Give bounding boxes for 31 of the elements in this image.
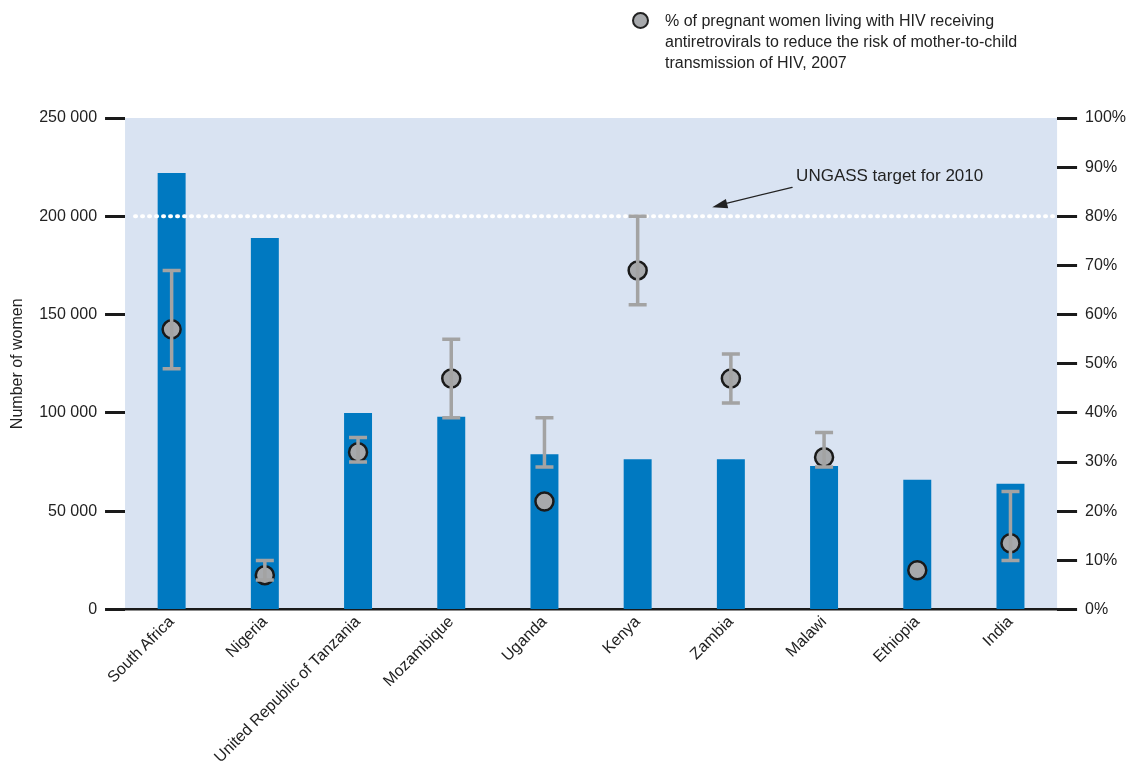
bar xyxy=(250,237,279,610)
y-tick-label: 0 xyxy=(88,599,98,617)
y2-tick-label: 10% xyxy=(1085,550,1118,568)
bar xyxy=(344,412,373,610)
y2-tick-label: 70% xyxy=(1085,255,1118,273)
legend-label: % of pregnant women living with HIV receiving antiretrovirals to reduce the risk of mother-to-child transmission of HIV, 2007 xyxy=(665,11,1019,73)
y2-tick-label: 80% xyxy=(1085,206,1118,224)
y-tick-label: 200 000 xyxy=(39,206,98,224)
bar xyxy=(157,173,186,610)
bar xyxy=(530,454,559,610)
ref-line-label: UNGASS target for 2010 xyxy=(796,166,984,185)
bar xyxy=(437,416,466,610)
y2-tick-label: 40% xyxy=(1085,403,1118,421)
y2-tick-label: 90% xyxy=(1085,157,1118,175)
y2-tick-label: 60% xyxy=(1085,305,1118,323)
bar xyxy=(716,459,745,610)
bar xyxy=(810,466,839,610)
point xyxy=(907,559,928,581)
y-tick-label: 250 000 xyxy=(39,108,98,126)
y2-tick-label: 0% xyxy=(1085,599,1109,617)
y-tick-label: 150 000 xyxy=(39,305,98,323)
bar xyxy=(903,479,932,610)
y-axis-title: Number of women xyxy=(8,298,26,430)
bar xyxy=(623,459,652,610)
y2-tick-label: 50% xyxy=(1085,354,1118,372)
y-tick-label: 100 000 xyxy=(39,403,98,421)
y2-tick-label: 20% xyxy=(1085,501,1118,519)
y-tick-label: 50 000 xyxy=(48,501,98,519)
y2-tick-label: 100% xyxy=(1085,108,1126,126)
y2-tick-label: 30% xyxy=(1085,452,1118,470)
point xyxy=(534,491,555,512)
